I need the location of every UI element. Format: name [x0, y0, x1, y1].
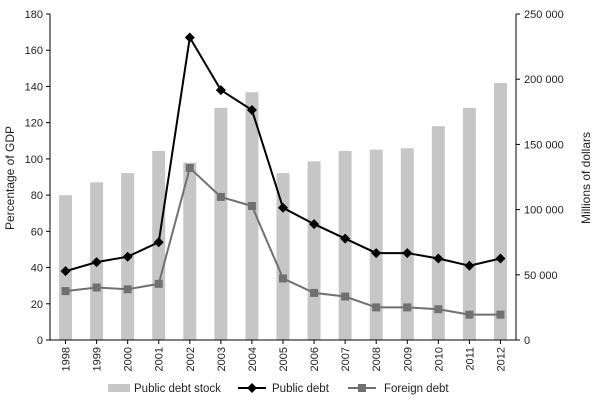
- y-left-tick-label-60: 60: [31, 226, 43, 238]
- bar-2007: [338, 150, 352, 340]
- point-foreign-debt-2010: [434, 305, 443, 314]
- point-foreign-debt-1998: [61, 287, 70, 296]
- x-tick-label-2001: 2001: [154, 347, 166, 371]
- point-public-debt-2012: [495, 253, 506, 264]
- y-left-tick-label-160: 160: [25, 45, 43, 57]
- x-tick-label-2011: 2011: [464, 347, 476, 371]
- bar-2006: [307, 161, 321, 340]
- point-foreign-debt-2006: [310, 288, 319, 297]
- bar-2004: [245, 92, 259, 341]
- x-tick-label-1999: 1999: [92, 347, 104, 371]
- point-public-debt-2011: [464, 260, 475, 271]
- x-tick-label-2000: 2000: [123, 347, 135, 371]
- point-foreign-debt-2004: [247, 201, 256, 210]
- y-left-tick-labels: 0 20 40 60 80 100 120 140 160 180: [25, 9, 43, 347]
- y-left-tick-label-0: 0: [37, 335, 43, 347]
- bar-2008: [369, 149, 383, 340]
- point-public-debt-2000: [122, 251, 133, 262]
- point-public-debt-2005: [278, 202, 288, 213]
- legend-label-foreign-debt: Foreign debt: [384, 383, 449, 395]
- point-foreign-debt-2005: [279, 274, 287, 283]
- y-right-tick-label-100 000: 100 000: [524, 205, 564, 217]
- x-tick-labels: 1998 1999 2000 2001 2002 2003 2004 2005 2006 2007…: [61, 347, 508, 371]
- point-foreign-debt-2002: [185, 163, 194, 172]
- y-left-tick-label-100: 100: [25, 154, 43, 166]
- point-public-debt-2010: [433, 253, 444, 264]
- point-foreign-debt-2009: [403, 303, 412, 312]
- y-right-tick-labels: 0 50 000 100 000 150 000 200 000 250 000: [524, 9, 564, 347]
- point-foreign-debt-2000: [123, 285, 132, 294]
- point-foreign-debt-2011: [465, 310, 474, 319]
- x-tick-label-2007: 2007: [340, 347, 352, 371]
- legend: Public debt stock Public debt Foreign de…: [108, 383, 449, 395]
- point-public-debt-2009: [402, 248, 413, 259]
- y-left-tick-label-80: 80: [31, 190, 43, 202]
- y-left-tick-label-140: 140: [25, 81, 43, 93]
- point-foreign-debt-2007: [341, 292, 350, 301]
- point-foreign-debt-2012: [496, 310, 505, 319]
- y-left-tick-label-180: 180: [25, 9, 43, 21]
- legend-swatch-public-debt-stock: [108, 384, 130, 392]
- point-public-debt-2008: [371, 248, 382, 259]
- legend-marker-foreign-debt: [358, 384, 366, 392]
- x-tick-label-2012: 2012: [495, 347, 507, 371]
- y-right-tick-label-200 000: 200 000: [524, 74, 564, 86]
- line-series: [60, 32, 506, 319]
- point-public-debt-2004: [246, 104, 257, 115]
- point-public-debt-1999: [91, 257, 102, 268]
- y-right-axis-label: Millions of dollars: [579, 132, 593, 224]
- point-public-debt-2007: [340, 233, 351, 244]
- point-public-debt-1998: [60, 266, 71, 277]
- point-public-debt-2001: [153, 237, 164, 248]
- y-right-tick-label-0: 0: [524, 335, 530, 347]
- x-tick-label-2005: 2005: [278, 347, 290, 371]
- point-foreign-debt-2003: [216, 192, 225, 201]
- bar-2012: [493, 83, 507, 340]
- point-foreign-debt-1999: [92, 283, 101, 292]
- x-tick-label-2004: 2004: [247, 347, 259, 371]
- point-foreign-debt-2008: [372, 303, 381, 312]
- legend-marker-public-debt: [247, 383, 257, 393]
- bar-2011: [462, 107, 476, 340]
- y-right-tick-label-250 000: 250 000: [524, 9, 564, 21]
- x-tick-label-2003: 2003: [216, 347, 228, 371]
- point-public-debt-2003: [215, 85, 226, 96]
- y-left-axis-label: Percentage of GDP: [3, 126, 17, 230]
- bar-2010: [431, 126, 445, 340]
- x-tick-label-2006: 2006: [309, 347, 321, 371]
- bar-2003: [214, 107, 228, 340]
- y-right-tick-label-150 000: 150 000: [524, 139, 564, 151]
- x-tick-label-2009: 2009: [402, 347, 414, 371]
- x-tick-label-1998: 1998: [61, 347, 73, 371]
- x-tick-label-2002: 2002: [185, 347, 197, 371]
- bar-2009: [400, 148, 414, 340]
- point-public-debt-2006: [309, 219, 320, 230]
- point-public-debt-2002: [184, 32, 195, 43]
- x-tick-label-2010: 2010: [433, 347, 445, 371]
- y-left-tick-label-40: 40: [31, 263, 43, 275]
- legend-label-public-debt: Public debt: [272, 383, 330, 395]
- y-right-tick-label-50 000: 50 000: [524, 270, 558, 282]
- legend-label-public-debt-stock: Public debt stock: [134, 383, 221, 395]
- x-tick-label-2008: 2008: [371, 347, 383, 371]
- axes: [46, 13, 520, 344]
- point-foreign-debt-2001: [154, 279, 163, 288]
- y-left-tick-label-120: 120: [25, 118, 43, 130]
- y-left-tick-label-20: 20: [31, 299, 43, 311]
- bar-2005: [276, 173, 290, 340]
- bar-2002: [183, 162, 197, 340]
